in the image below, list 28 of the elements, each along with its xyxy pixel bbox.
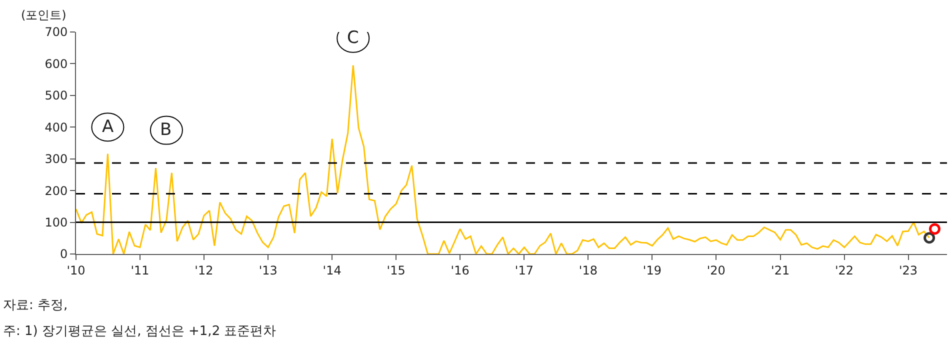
annotation: A (102, 117, 114, 137)
x-tick-label: '18 (578, 263, 598, 278)
annotation: B (160, 120, 172, 140)
x-tick-label: '11 (130, 263, 150, 278)
y-tick-label: 700 (44, 25, 68, 40)
y-tick-label: 100 (44, 215, 68, 230)
x-tick-label: '22 (834, 263, 854, 278)
y-axis-title: (포인트) (21, 8, 66, 22)
text: 주: 1) 장기평균은 실선, 점선은 +1,2 표준편차 (3, 324, 276, 339)
y-tick-label: 600 (44, 56, 68, 71)
x-tick-label: '12 (194, 263, 214, 278)
x-tick-label: '21 (771, 263, 790, 278)
text: 자료: 추정, (3, 298, 68, 313)
x-tick-label: '16 (450, 263, 470, 278)
x-tick-label: '23 (898, 263, 918, 278)
y-tick-label: 500 (44, 88, 68, 103)
x-tick-label: '17 (514, 263, 534, 278)
annotation: C (347, 28, 359, 48)
x-tick-label: '19 (642, 263, 662, 278)
y-tick-label: 200 (44, 184, 68, 198)
y-tick-label: 400 (44, 120, 68, 134)
x-tick-label: '10 (66, 263, 86, 278)
y-tick-label: 300 (44, 152, 68, 166)
x-tick-label: '15 (386, 263, 406, 278)
y-tick-label: 0 (60, 247, 68, 262)
x-tick-label: '13 (258, 263, 278, 278)
x-tick-label: '14 (322, 263, 342, 278)
x-tick-label: '20 (706, 263, 726, 278)
